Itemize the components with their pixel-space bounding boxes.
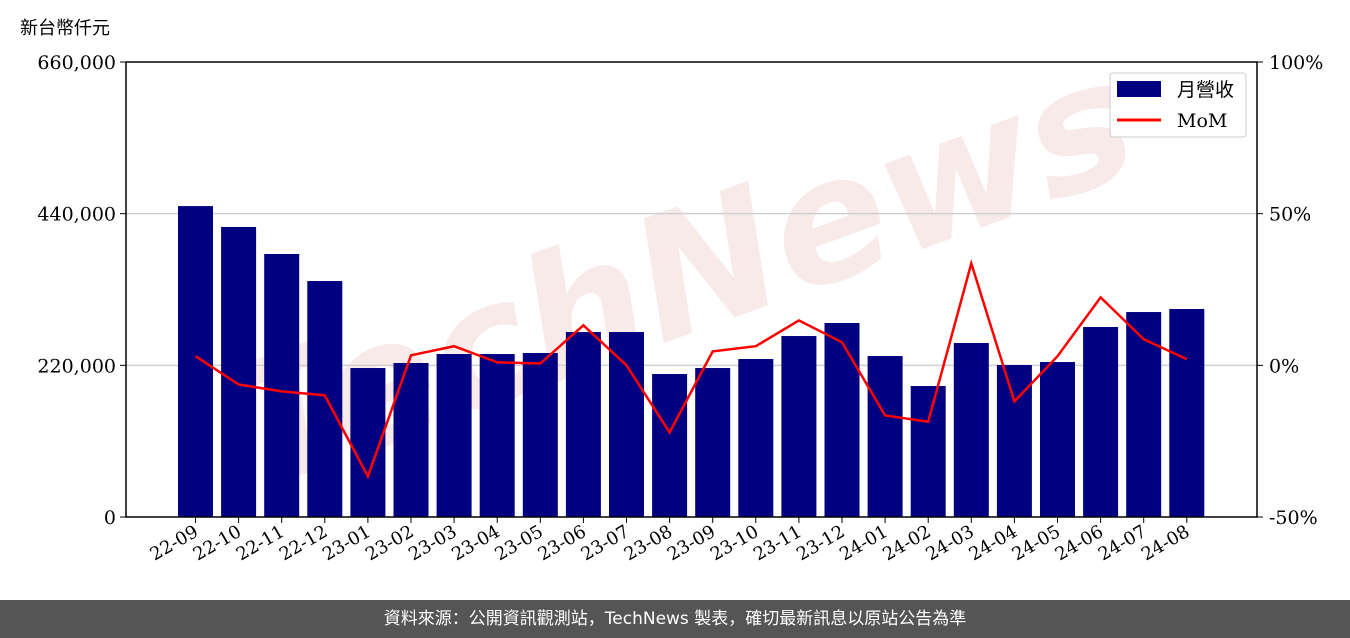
y-tick-label-left: 0: [104, 507, 116, 529]
bar-22-11: [264, 253, 300, 517]
x-tick-label: 23-04: [448, 521, 503, 565]
y-tick-label-right: 0%: [1269, 355, 1299, 377]
x-tick-label: 23-12: [793, 521, 848, 565]
x-tick-label: 23-02: [362, 521, 417, 565]
bar-23-06: [565, 332, 601, 517]
bar-23-11: [781, 336, 817, 517]
x-tick-label: 24-06: [1052, 521, 1107, 565]
y-axis-unit-label: 新台幣仟元: [20, 18, 110, 39]
bar-23-07: [609, 332, 644, 517]
bar-23-12: [824, 323, 860, 517]
x-tick-label: 23-03: [405, 521, 460, 565]
x-tick-label: 23-09: [664, 521, 719, 565]
legend-label-revenue: 月營收: [1177, 79, 1234, 101]
x-tick-label: 23-01: [319, 521, 374, 565]
bar-24-03: [953, 342, 989, 517]
x-tick-label: 22-10: [190, 521, 245, 565]
y-tick-label-left: 440,000: [37, 204, 116, 226]
x-tick-label: 24-01: [836, 521, 891, 565]
bar-24-01: [867, 356, 903, 517]
x-tick-label: 24-03: [922, 521, 977, 565]
x-tick-label: 23-10: [707, 521, 762, 565]
y-tick-label-right: 50%: [1269, 204, 1311, 226]
x-tick-label: 22-11: [233, 521, 288, 565]
legend-label-mom: MoM: [1177, 110, 1227, 132]
bar-23-10: [738, 358, 774, 517]
x-tick-label: 23-06: [534, 521, 589, 565]
bar-22-10: [221, 226, 257, 517]
x-tick-label: 24-08: [1138, 521, 1193, 565]
bar-22-09: [178, 206, 213, 518]
bar-24-06: [1083, 327, 1119, 517]
bar-24-02: [910, 386, 946, 517]
x-tick-label: 23-07: [578, 521, 633, 565]
y-tick-label-left: 660,000: [37, 52, 116, 74]
bar-23-03: [436, 354, 472, 517]
bar-24-07: [1126, 312, 1162, 517]
bar-22-12: [307, 281, 343, 517]
x-tick-label: 22-12: [276, 521, 331, 565]
plot-frame: [125, 61, 1258, 518]
mom-line: [194, 258, 1188, 480]
x-tick-label: 23-05: [491, 521, 546, 565]
x-tick-label: 24-05: [1009, 521, 1064, 565]
legend-bar-swatch: [1117, 81, 1161, 97]
bar-23-08: [652, 374, 688, 517]
x-tick-label: 24-07: [1095, 521, 1150, 565]
x-tick-label: 23-11: [750, 521, 805, 565]
y-tick-label-left: 220,000: [37, 355, 116, 377]
y-tick-label-right: -50%: [1269, 507, 1318, 529]
bar-23-09: [695, 368, 731, 517]
x-tick-label: 24-02: [879, 521, 934, 565]
x-tick-label: 23-08: [621, 521, 676, 565]
x-tick-label: 22-09: [147, 521, 202, 565]
bar-24-05: [1040, 362, 1075, 517]
x-tick-label: 24-04: [965, 521, 1020, 565]
source-footer: 資料來源：公開資訊觀測站，TechNews 製表，確切最新訊息以原站公告為準: [0, 600, 1350, 638]
y-tick-label-right: 100%: [1269, 52, 1323, 74]
bar-23-05: [522, 352, 558, 517]
bar-23-04: [479, 354, 515, 517]
revenue-chart: TechNews0220,000440,000660,000-50%0%50%1…: [37, 21, 1323, 566]
bar-24-08: [1169, 309, 1205, 517]
